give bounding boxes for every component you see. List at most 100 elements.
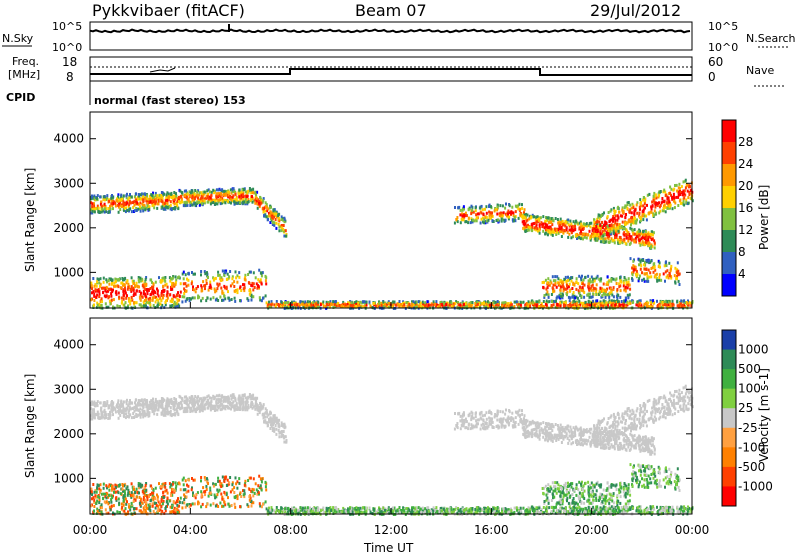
power-cell	[179, 189, 182, 193]
power-cell	[354, 301, 357, 304]
power-cell	[545, 228, 547, 231]
power-cell	[620, 305, 623, 309]
power-cell	[674, 266, 677, 270]
velocity-cell	[100, 406, 103, 410]
power-cell	[142, 300, 145, 304]
power-cell	[108, 210, 110, 214]
power-cell	[535, 215, 538, 219]
power-cell	[215, 289, 218, 293]
power-cell	[113, 281, 116, 285]
power-cell	[641, 214, 644, 218]
power-cell	[186, 277, 188, 281]
power-cell	[614, 303, 617, 307]
power-cell	[103, 202, 106, 206]
power-cell	[476, 212, 479, 216]
power-cell	[230, 201, 232, 205]
power-cell	[504, 304, 507, 308]
velocity-cell	[103, 404, 106, 408]
velocity-cell	[110, 405, 113, 409]
power-cell	[615, 233, 618, 237]
power-cell	[633, 214, 636, 218]
power-cell	[638, 303, 641, 307]
power-cell	[93, 284, 96, 288]
power-cell	[128, 208, 131, 211]
power-cell	[602, 282, 605, 286]
power-cell	[602, 240, 605, 244]
power-cell	[164, 279, 167, 283]
power-cell	[639, 231, 642, 235]
power-cell	[148, 301, 151, 305]
power-cell	[687, 299, 689, 303]
power-cell	[122, 297, 125, 301]
power-cell	[586, 303, 589, 307]
power-cell	[392, 300, 395, 304]
power-cell	[174, 275, 177, 279]
power-cell	[608, 293, 611, 297]
power-cell	[684, 193, 687, 197]
power-cell	[153, 206, 156, 210]
power-cell	[558, 303, 561, 307]
beam-label: Beam 07	[355, 1, 427, 20]
power-cell	[459, 213, 462, 217]
power-cell	[571, 295, 574, 299]
power-cell	[411, 302, 414, 306]
power-cell	[618, 223, 621, 227]
power-cell	[173, 191, 176, 194]
power-cell	[550, 220, 553, 224]
power-cell	[100, 304, 103, 308]
power-cell	[169, 299, 172, 303]
power-cell	[505, 202, 507, 206]
power-cell	[550, 305, 553, 309]
power-cell	[664, 300, 667, 304]
power-cell	[670, 275, 673, 279]
power-cell	[666, 269, 669, 273]
power-cell	[618, 240, 621, 244]
power-cell	[629, 235, 631, 239]
velocity-cell	[228, 406, 231, 410]
power-cell	[608, 295, 611, 299]
power-cell	[90, 201, 93, 205]
velocity-cell	[252, 397, 255, 401]
power-cell	[581, 288, 584, 292]
power-cell	[649, 301, 652, 305]
power-cell	[654, 203, 657, 207]
power-cell	[662, 190, 665, 194]
power-cell	[626, 300, 629, 304]
power-cell	[183, 201, 186, 205]
power-cell	[138, 285, 140, 289]
power-cell	[187, 197, 190, 201]
power-cell	[172, 197, 175, 201]
power-cell	[572, 220, 575, 224]
power-cell	[511, 218, 514, 222]
velocity-cell	[217, 394, 220, 398]
power-cell	[138, 289, 141, 293]
power-cell	[194, 290, 197, 294]
velocity-cell	[159, 404, 162, 408]
power-cell	[606, 275, 609, 279]
power-cell	[382, 300, 385, 304]
power-cell	[539, 216, 542, 220]
power-cell	[421, 302, 424, 306]
velocity-cell	[98, 417, 101, 420]
power-cell	[567, 295, 570, 299]
velocity-cell	[172, 402, 175, 406]
power-cell	[219, 295, 222, 299]
power-cell	[591, 283, 594, 287]
power-cell	[646, 232, 649, 236]
power-cell	[610, 232, 613, 236]
power-cell	[596, 274, 599, 278]
power-cell	[275, 212, 278, 216]
power-cell	[568, 282, 571, 286]
power-cell	[613, 239, 616, 243]
power-cell	[343, 303, 346, 307]
power-cell	[268, 213, 271, 217]
power-cell	[244, 198, 247, 202]
power-cell	[622, 284, 625, 288]
power-cell	[669, 269, 672, 273]
power-cell	[444, 303, 447, 307]
power-cell	[198, 201, 200, 205]
power-cell	[639, 305, 642, 309]
velocity-cell	[252, 405, 255, 409]
power-cell	[424, 301, 427, 305]
power-cell	[514, 210, 517, 214]
